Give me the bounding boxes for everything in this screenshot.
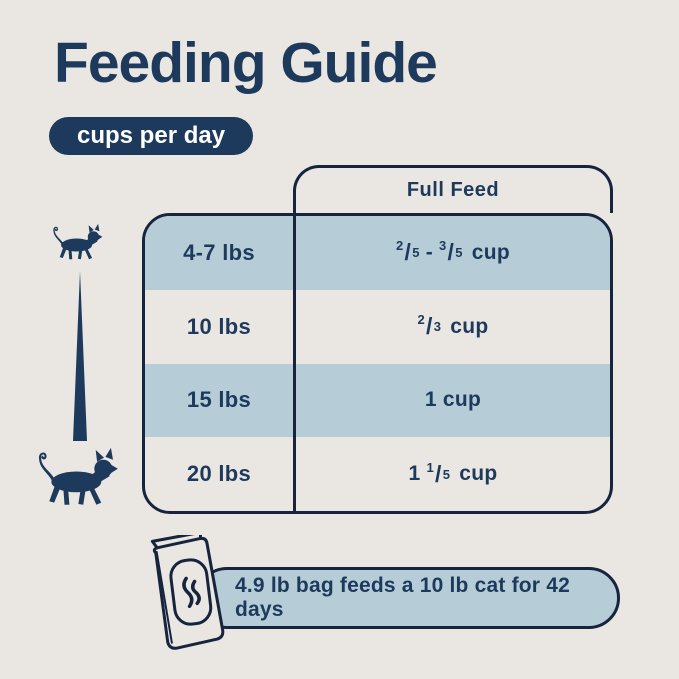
- table-column-divider: [293, 216, 296, 511]
- cups-per-day-badge: cups per day: [49, 117, 254, 155]
- weight-cell: 15 lbs: [186, 387, 252, 413]
- amount-cell: 2/5-3/5 cup: [296, 216, 610, 290]
- small-cat-icon: [53, 223, 103, 260]
- fraction-slash: /: [426, 313, 433, 340]
- size-scale-wedge: [73, 271, 87, 441]
- table-row: 15 lbs 1 cup: [145, 363, 610, 438]
- fraction-numerator: 2: [395, 238, 404, 254]
- unit-label: cup: [471, 240, 511, 264]
- fraction-denominator: 5: [455, 245, 463, 261]
- weight-cell: 4-7 lbs: [183, 239, 255, 265]
- whole-number: 1: [424, 388, 437, 412]
- feeding-note-pill: 4.9 lb bag feeds a 10 lb cat for 42 days: [196, 567, 620, 629]
- fraction-denominator: 5: [412, 245, 420, 261]
- fraction-numerator: 3: [439, 238, 447, 254]
- table-row: 4-7 lbs 2/5-3/5 cup: [145, 216, 610, 290]
- fraction-slash: /: [435, 460, 442, 487]
- steam-icon: [182, 576, 201, 609]
- amount-cell: 1 cup: [296, 364, 610, 438]
- fraction-numerator: 1: [426, 459, 435, 475]
- fraction-denominator: 3: [433, 319, 442, 335]
- amount-cell: 1 1/5 cup: [296, 437, 610, 511]
- food-bag-icon: [150, 535, 225, 650]
- fraction-denominator: 5: [442, 466, 451, 482]
- page-title: Feeding Guide: [54, 31, 438, 95]
- amount-cell: 2/3 cup: [296, 290, 610, 364]
- weight-cell: 20 lbs: [186, 461, 252, 487]
- feeding-table: 4-7 lbs 2/5-3/5 cup 10 lbs 2/3 cup 15 lbs …: [142, 213, 613, 514]
- large-cat-icon: [38, 447, 118, 505]
- table-row: 20 lbs 1 1/5 cup: [145, 437, 610, 511]
- unit-label: cup: [442, 388, 482, 412]
- unit-label: cup: [450, 314, 489, 338]
- weight-cell: 10 lbs: [186, 313, 252, 339]
- full-feed-column-header: Full Feed: [293, 165, 613, 213]
- whole-number: 1: [408, 462, 421, 486]
- feeding-note-text: 4.9 lb bag feeds a 10 lb cat for 42 days: [235, 574, 570, 621]
- fraction-numerator: 2: [417, 312, 426, 328]
- fraction-slash: /: [447, 239, 455, 266]
- full-feed-label: Full Feed: [406, 179, 500, 201]
- unit-label: cup: [459, 462, 498, 486]
- table-row: 10 lbs 2/3 cup: [145, 290, 610, 364]
- range-dash: -: [425, 240, 434, 264]
- fraction-slash: /: [404, 239, 412, 266]
